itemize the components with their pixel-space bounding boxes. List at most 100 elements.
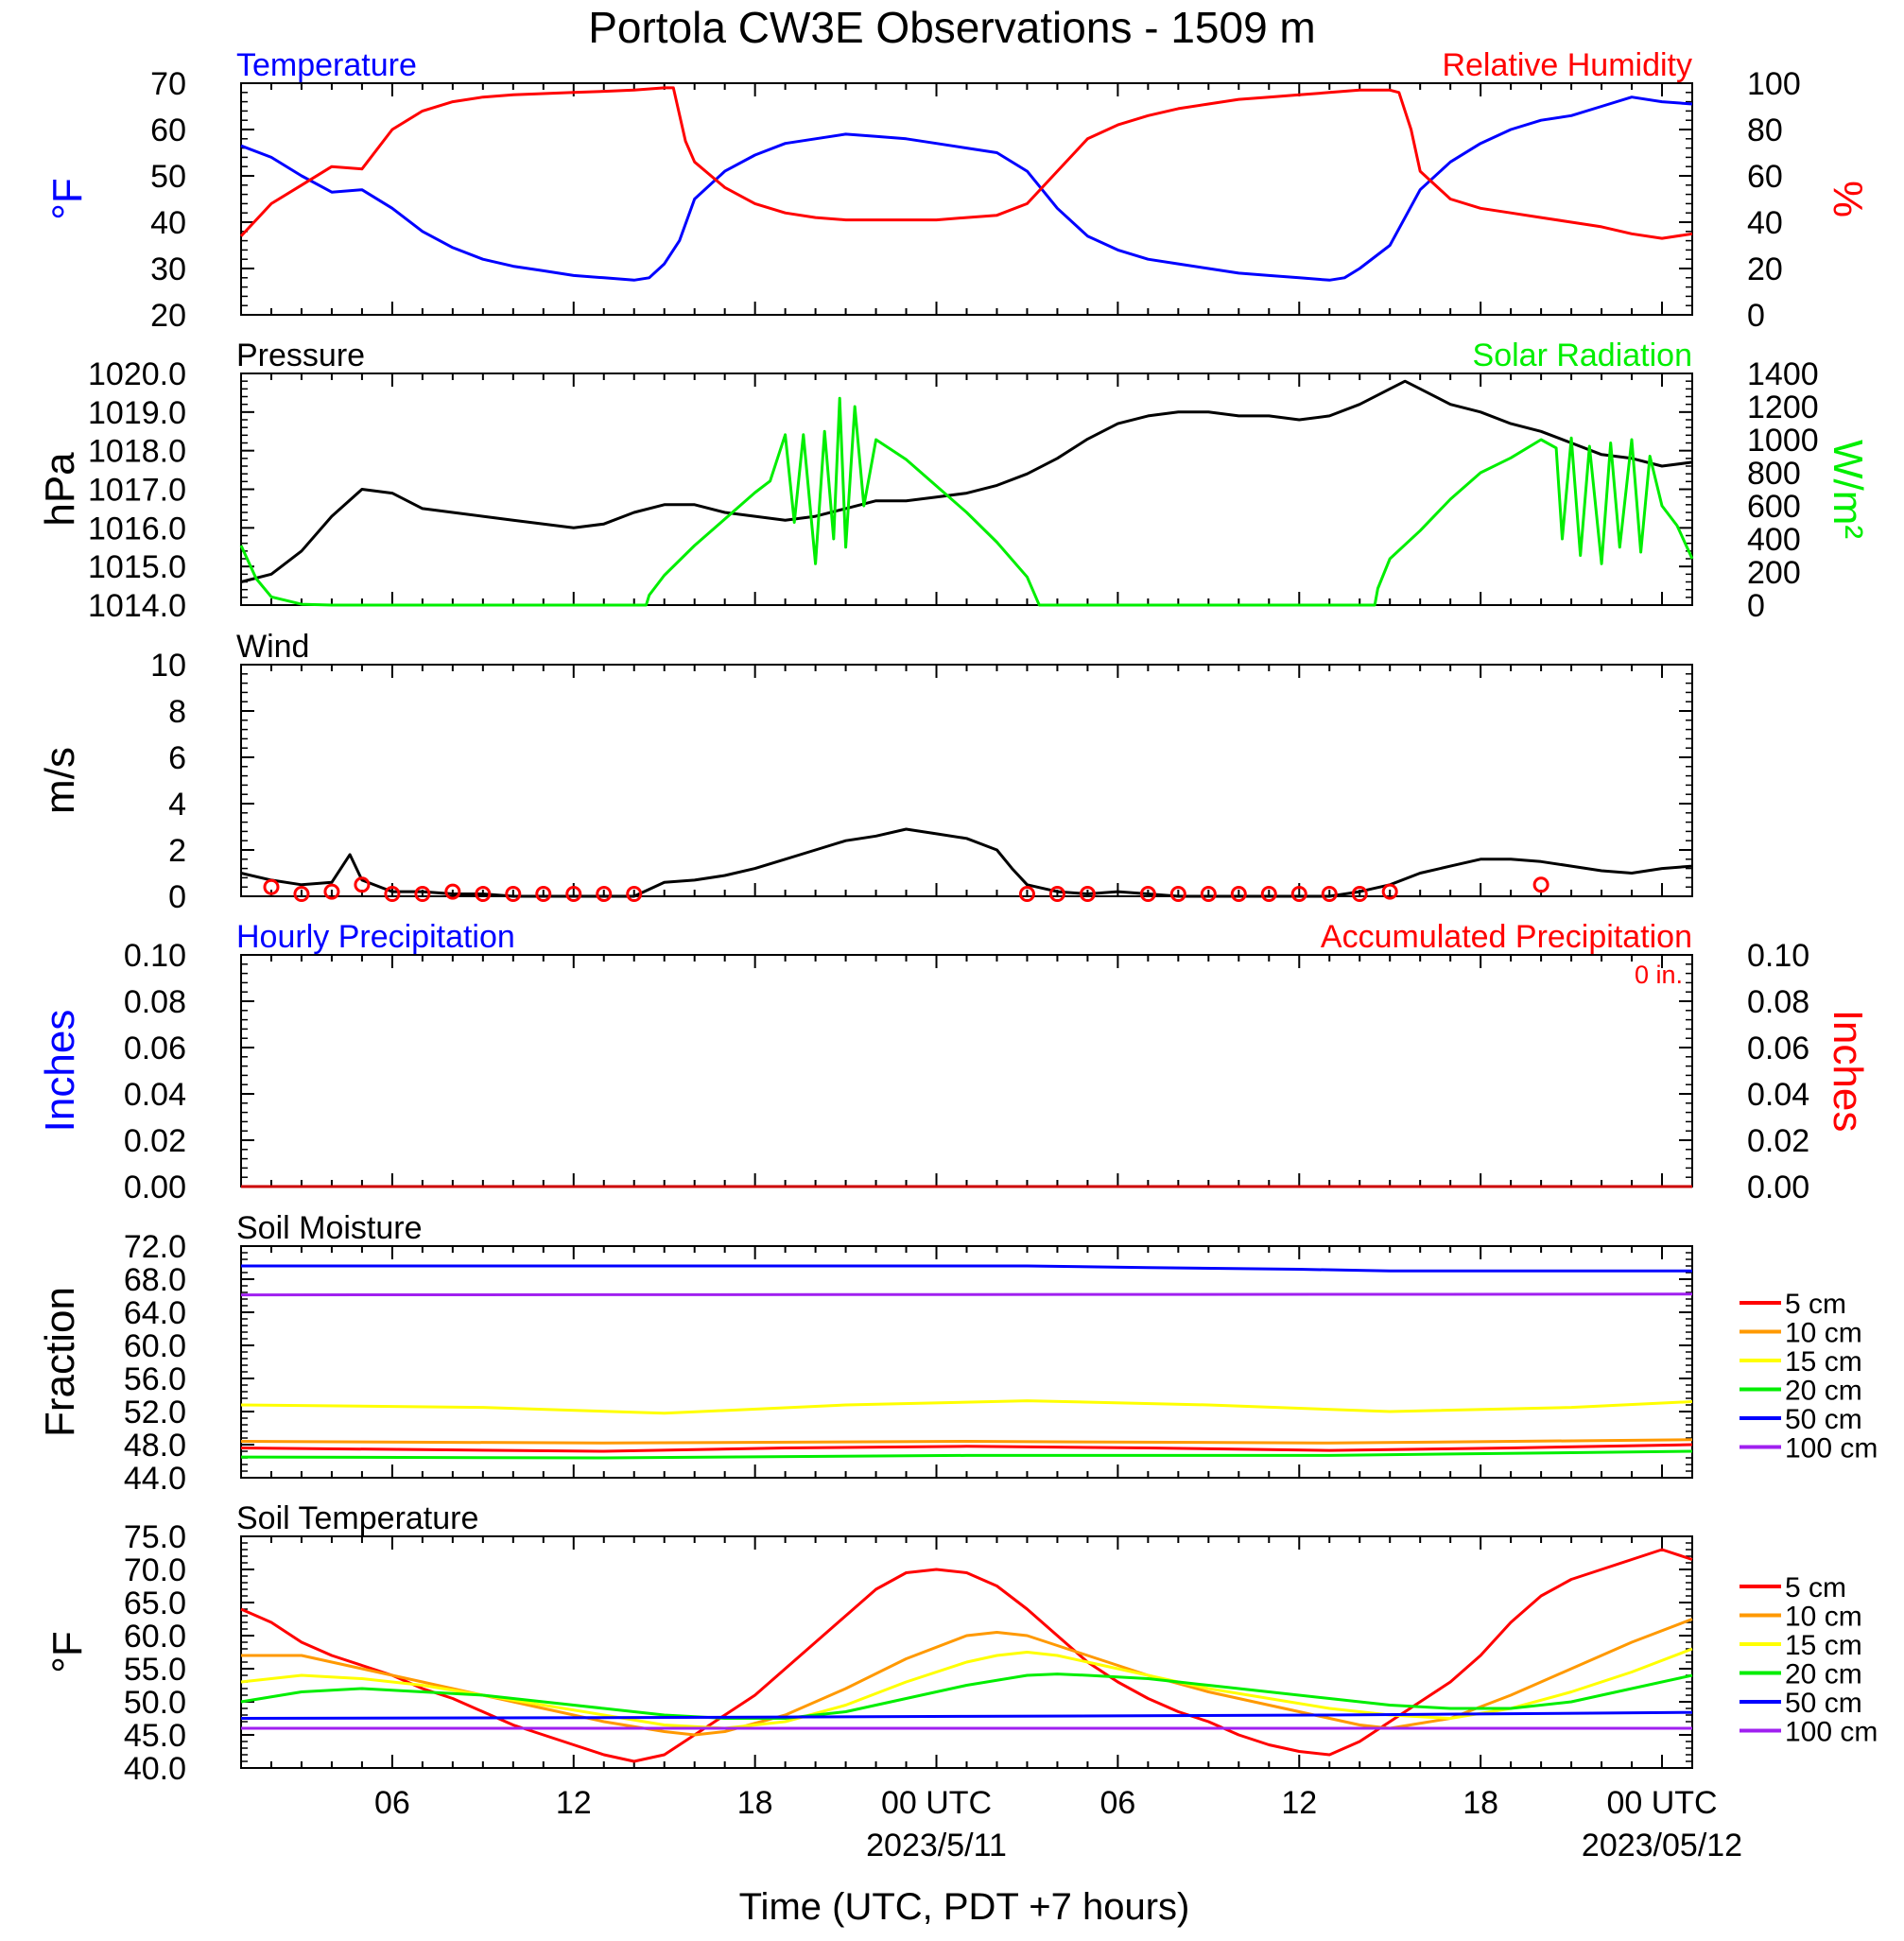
legend-label-10-cm: 10 cm: [1785, 1602, 1862, 1633]
calm-wind-marker: [626, 886, 643, 903]
calm-wind-marker: [1169, 886, 1186, 903]
legend-label-10-cm: 10 cm: [1785, 1318, 1862, 1349]
y-tick-label: 52.0: [124, 1395, 186, 1430]
wind-line: [240, 827, 1693, 898]
20-cm-line: [240, 1672, 1693, 1720]
x-date-label: 2023/05/12: [1582, 1828, 1742, 1863]
y-tick-label: 4: [168, 787, 186, 823]
right-y-tick-label: 0: [1747, 588, 1765, 624]
wind-title: Wind: [236, 629, 309, 665]
time-axis-ticks: 06 12 18 00 UTC 2023/5/11 06 12 18 00 UTC 2023/05…: [374, 1785, 1742, 1863]
y-tick-label: 65.0: [124, 1586, 186, 1621]
legend-label-5-cm: 5 cm: [1785, 1289, 1846, 1320]
y-tick-label: 0.08: [124, 984, 186, 1020]
y-tick-label: 0.04: [124, 1077, 186, 1113]
plot-frame: [240, 373, 1693, 606]
legend-label-20-cm: 20 cm: [1785, 1659, 1862, 1690]
right-y-tick-label: 1000: [1747, 423, 1819, 459]
y-tick-label: 45.0: [124, 1718, 186, 1754]
y-tick-label: 44.0: [124, 1461, 186, 1497]
y-tick-label: 0: [168, 879, 186, 915]
wind-panel: 0 2 4 6 8 10 Wind m/s: [37, 629, 1693, 915]
y-tick-label: 72.0: [124, 1229, 186, 1265]
solar-radiation-title: Solar Radiation: [1473, 338, 1692, 373]
relative-humidity-title: Relative Humidity: [1442, 47, 1692, 83]
legend-label-5-cm: 5 cm: [1785, 1572, 1846, 1603]
legend-label-50-cm: 50 cm: [1785, 1688, 1862, 1719]
5-cm-line: [240, 1548, 1693, 1763]
calm-wind-marker: [354, 876, 371, 893]
precipitation-panel: 0.00 0.02 0.04 0.06 0.08 0.10 0.00 0.02 0.04 0.06…: [37, 919, 1871, 1205]
right-y-tick-label: 0.02: [1747, 1123, 1809, 1159]
solar-radiation-line: [239, 396, 1694, 607]
y-tick-label: 50: [150, 159, 186, 195]
right-y-tick-label: 60: [1747, 159, 1783, 195]
calm-wind-marker: [444, 883, 461, 900]
y-tick-label: 70: [150, 66, 186, 102]
right-y-tick-label: 40: [1747, 205, 1783, 241]
calm-wind-marker: [323, 883, 340, 900]
calm-wind-marker: [1260, 886, 1277, 903]
5-cm-line: [240, 1443, 1693, 1453]
y-tick-label: 50.0: [124, 1685, 186, 1721]
y-tick-label: 1017.0: [88, 473, 186, 509]
y-tick-label: 6: [168, 740, 186, 776]
y-tick-label: 40: [150, 205, 186, 241]
left-axis-label: m/s: [37, 747, 83, 814]
y-tick-label: 20: [150, 298, 186, 334]
legend-label-15-cm: 15 cm: [1785, 1346, 1862, 1378]
right-axis-label: W/m²: [1825, 440, 1871, 539]
legend-label-20-cm: 20 cm: [1785, 1376, 1862, 1407]
plot-frame: [240, 1535, 1693, 1769]
y-tick-label: 1015.0: [88, 549, 186, 585]
15-cm-line: [240, 1399, 1693, 1415]
right-y-tick-label: 0: [1747, 298, 1765, 334]
y-tick-label: 1019.0: [88, 395, 186, 431]
soil-temperature-title: Soil Temperature: [236, 1500, 478, 1536]
legend-label-50-cm: 50 cm: [1785, 1404, 1862, 1435]
left-axis-label: °F: [44, 1631, 91, 1672]
calm-wind-marker: [1200, 886, 1217, 903]
right-axis-label: %: [1825, 181, 1871, 217]
left-axis-label: °F: [44, 178, 91, 219]
temperature-title: Temperature: [236, 47, 417, 83]
calm-wind-marker: [263, 878, 280, 895]
50-cm-line: [240, 1710, 1693, 1720]
x-tick-label: 06: [1099, 1785, 1135, 1821]
right-y-tick-label: 0.04: [1747, 1077, 1809, 1113]
calm-wind-marker: [384, 886, 401, 903]
y-tick-label: 70.0: [124, 1552, 186, 1588]
y-tick-label: 1018.0: [88, 434, 186, 470]
pressure-line: [240, 379, 1693, 583]
y-tick-label: 48.0: [124, 1428, 186, 1464]
100-cm-line: [240, 1292, 1693, 1297]
y-tick-label: 55.0: [124, 1652, 186, 1688]
calm-wind-marker: [1351, 886, 1368, 903]
calm-wind-marker: [1079, 886, 1096, 903]
calm-wind-marker: [505, 886, 522, 903]
left-axis-label: Inches: [37, 1010, 83, 1133]
y-tick-label: 0.10: [124, 938, 186, 974]
y-tick-label: 60.0: [124, 1328, 186, 1364]
plot-frame: [240, 82, 1693, 316]
calm-wind-marker: [1018, 886, 1035, 903]
legend-label-100-cm: 100 cm: [1785, 1717, 1878, 1748]
right-y-tick-label: 400: [1747, 522, 1801, 558]
right-y-tick-label: 100: [1747, 66, 1801, 102]
right-y-tick-label: 0.08: [1747, 984, 1809, 1020]
soil-moisture-title: Soil Moisture: [236, 1210, 423, 1246]
right-y-tick-label: 20: [1747, 251, 1783, 287]
calm-wind-marker: [293, 886, 310, 903]
y-tick-label: 2: [168, 833, 186, 869]
calm-wind-marker: [1321, 886, 1338, 903]
left-axis-label: Fraction: [37, 1287, 83, 1437]
calm-wind-marker: [596, 886, 613, 903]
calm-wind-marker: [1230, 886, 1247, 903]
right-y-tick-label: 800: [1747, 456, 1801, 492]
y-tick-label: 1014.0: [88, 588, 186, 624]
y-tick-label: 60.0: [124, 1619, 186, 1655]
10-cm-line: [241, 1618, 1693, 1737]
calm-wind-marker: [1290, 886, 1307, 903]
right-y-tick-label: 80: [1747, 113, 1783, 148]
